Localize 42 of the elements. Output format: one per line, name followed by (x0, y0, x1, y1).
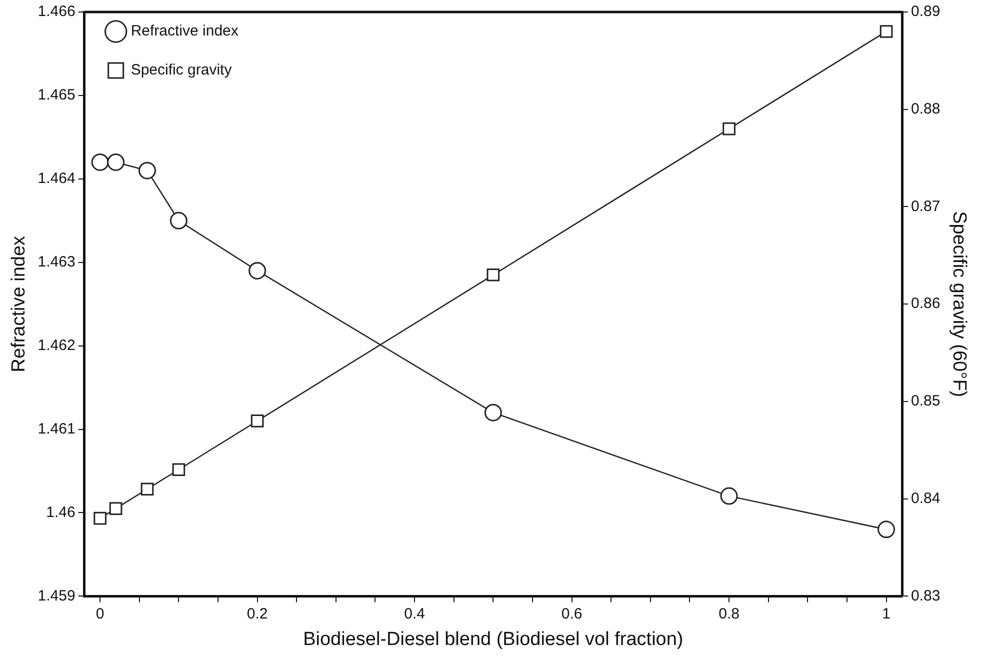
point (138, 162, 156, 180)
point (248, 262, 266, 280)
y2-tick-label: 0.88 (911, 100, 940, 118)
y-tick-label: 1.46 (46, 504, 76, 521)
y-tick-label: 1.463 (38, 254, 76, 271)
point (486, 268, 500, 282)
x-axis-title: Biodiesel-Diesel blend (Biodiesel vol fraction) (303, 628, 684, 650)
legend-label: Specific gravity (130, 62, 232, 79)
point (170, 212, 188, 230)
y2-tick-label: 0.89 (911, 3, 940, 20)
x-tick-label: 0.6 (561, 605, 582, 622)
legend-label: Refractive index (130, 22, 239, 40)
point (250, 414, 264, 428)
y-tick-label: 1.461 (38, 420, 76, 438)
point (172, 463, 186, 476)
y2-tick-label: 0.86 (911, 295, 940, 312)
point (140, 482, 154, 496)
point (94, 512, 106, 525)
point (720, 487, 738, 505)
point (878, 520, 896, 538)
point (91, 153, 109, 171)
point (109, 502, 122, 515)
y-tick-label: 1.464 (38, 170, 76, 188)
x-tick-label: 0.4 (404, 605, 425, 622)
y2-axis-title: Specific gravity (60°F) (948, 211, 970, 398)
y2-tick-label: 0.84 (911, 490, 940, 507)
y-tick-label: 1.466 (38, 3, 76, 20)
x-tick-label: 1 (882, 605, 890, 622)
x-tick-label: 0 (96, 605, 104, 622)
point (880, 25, 893, 38)
point (107, 153, 125, 171)
y2-tick-label: 0.87 (911, 198, 940, 215)
y-tick-label: 1.459 (38, 587, 76, 604)
point (722, 122, 736, 136)
x-tick-label: 0.2 (246, 605, 268, 622)
x-tick-label: 0.8 (718, 605, 740, 622)
y-tick-label: 1.462 (38, 336, 76, 354)
y-axis-title: Refractive index (8, 235, 30, 372)
y-tick-label: 1.465 (38, 86, 76, 104)
point (484, 404, 502, 422)
y2-tick-label: 0.85 (911, 392, 940, 410)
y2-tick-label: 0.83 (911, 587, 940, 604)
